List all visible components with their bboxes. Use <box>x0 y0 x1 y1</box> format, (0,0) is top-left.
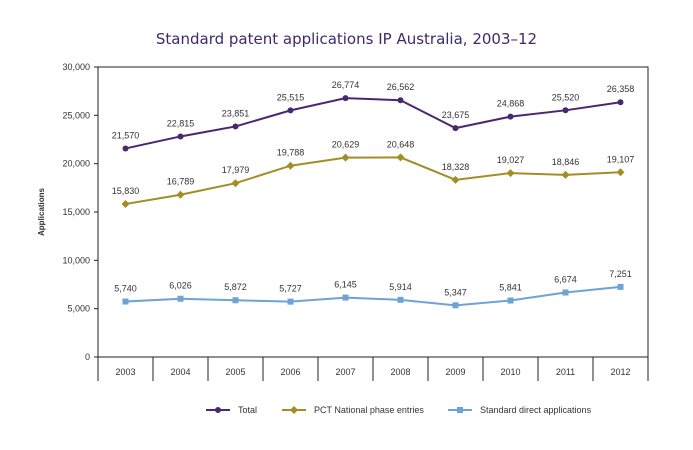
data-point-series-0 <box>177 133 184 140</box>
data-point-series-0 <box>122 145 129 152</box>
data-point-series-1 <box>561 170 570 179</box>
data-point-series-0 <box>507 113 514 120</box>
data-point-series-1 <box>396 153 405 162</box>
data-label-series-0: 26,562 <box>387 82 415 92</box>
data-label-series-1: 16,789 <box>167 177 195 187</box>
data-point-series-2 <box>562 289 569 296</box>
data-label-series-2: 5,914 <box>389 282 412 292</box>
chart-title: Standard patent applications IP Australi… <box>155 30 538 48</box>
data-point-series-0 <box>562 107 569 114</box>
data-point-series-0 <box>397 97 404 104</box>
y-axis-title: Applications <box>37 187 46 236</box>
data-point-series-2 <box>287 298 294 305</box>
x-tick-label: 2004 <box>170 367 190 377</box>
data-point-series-2 <box>122 298 129 305</box>
data-point-series-1 <box>616 168 625 177</box>
legend-label-1: PCT National phase entries <box>314 405 424 415</box>
data-label-series-0: 23,675 <box>442 110 470 120</box>
data-label-series-1: 17,979 <box>222 165 250 175</box>
data-point-series-1 <box>286 161 295 170</box>
x-tick-label: 2012 <box>610 367 630 377</box>
data-label-series-1: 18,328 <box>442 162 470 172</box>
data-point-series-2 <box>452 302 459 309</box>
data-point-series-1 <box>121 199 130 208</box>
data-point-series-1 <box>506 169 515 178</box>
data-label-series-1: 19,788 <box>277 148 305 158</box>
y-tick-label: 30,000 <box>62 62 90 72</box>
data-point-series-1 <box>341 153 350 162</box>
x-tick-label: 2003 <box>115 367 135 377</box>
y-tick-label: 20,000 <box>62 159 90 169</box>
x-tick-label: 2009 <box>445 367 465 377</box>
data-label-series-0: 21,570 <box>112 130 140 140</box>
x-tick-label: 2011 <box>556 367 575 377</box>
data-point-series-2 <box>177 295 184 302</box>
y-tick-label: 5,000 <box>67 304 90 314</box>
data-point-series-0 <box>232 123 239 130</box>
y-tick-label: 15,000 <box>62 207 90 217</box>
data-point-series-1 <box>231 179 240 188</box>
data-point-series-0 <box>342 95 349 102</box>
series-line-2 <box>125 285 621 307</box>
x-tick-label: 2005 <box>225 367 245 377</box>
x-tick-label: 2006 <box>280 367 300 377</box>
data-label-series-2: 5,727 <box>279 284 302 294</box>
data-label-series-0: 23,851 <box>222 108 250 118</box>
y-tick-label: 0 <box>85 352 90 362</box>
data-label-series-0: 26,774 <box>332 80 360 90</box>
data-label-series-1: 15,830 <box>112 186 140 196</box>
series-line-0 <box>125 97 621 150</box>
data-label-series-2: 5,347 <box>444 287 467 297</box>
data-label-series-0: 25,520 <box>552 92 580 102</box>
data-label-series-0: 26,358 <box>607 84 635 94</box>
data-label-series-2: 6,674 <box>554 274 577 284</box>
x-tick-label: 2010 <box>500 367 520 377</box>
data-point-series-2 <box>342 294 349 301</box>
data-point-series-1 <box>176 190 185 199</box>
data-label-series-0: 24,868 <box>497 99 525 109</box>
data-label-series-1: 20,629 <box>332 140 360 150</box>
data-label-series-1: 20,648 <box>387 139 415 149</box>
data-label-series-0: 25,515 <box>277 92 305 102</box>
data-label-series-2: 6,145 <box>334 280 357 290</box>
data-point-series-1 <box>451 175 460 184</box>
data-label-series-0: 22,815 <box>167 118 195 128</box>
data-point-series-2 <box>507 297 514 304</box>
data-point-series-2 <box>397 296 404 303</box>
series-line-1 <box>125 156 621 205</box>
data-label-series-1: 19,107 <box>607 154 635 164</box>
data-label-series-2: 6,026 <box>169 281 192 291</box>
data-label-series-1: 19,027 <box>497 155 525 165</box>
x-tick-label: 2007 <box>335 367 355 377</box>
x-tick-label: 2008 <box>390 367 410 377</box>
data-label-series-2: 5,740 <box>114 284 137 294</box>
data-point-series-2 <box>617 283 624 290</box>
legend-marker-0 <box>215 407 221 413</box>
legend-marker-1 <box>290 406 298 414</box>
data-point-series-0 <box>287 107 294 114</box>
legend-marker-2 <box>457 407 463 413</box>
data-label-series-1: 18,846 <box>552 157 580 167</box>
data-label-series-2: 7,251 <box>609 269 632 279</box>
y-tick-label: 10,000 <box>62 255 90 265</box>
data-label-series-2: 5,841 <box>499 283 522 293</box>
legend-label-2: Standard direct applications <box>480 405 592 415</box>
y-tick-label: 25,000 <box>62 110 90 120</box>
data-point-series-2 <box>232 297 239 304</box>
legend-label-0: Total <box>238 405 257 415</box>
data-point-series-0 <box>452 125 459 132</box>
data-label-series-2: 5,872 <box>224 282 247 292</box>
data-point-series-0 <box>617 99 624 106</box>
